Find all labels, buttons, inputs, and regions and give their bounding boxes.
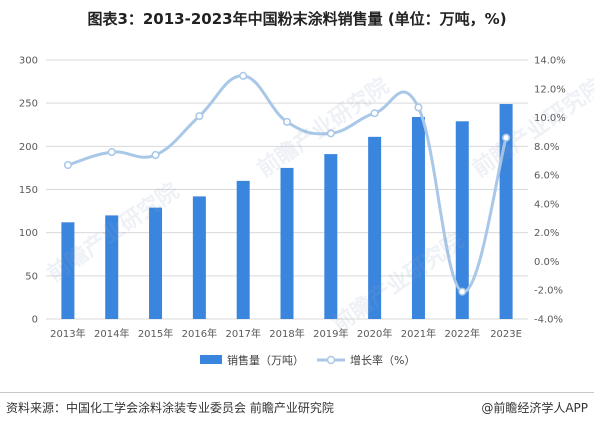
y-right-tick-label: -2.0% [534, 286, 563, 297]
x-tick-label: 2022年 [445, 327, 480, 340]
bar [324, 154, 338, 319]
bar-series [61, 104, 513, 320]
line-point [502, 133, 511, 142]
legend-label-bar: 销售量（万吨） [227, 353, 304, 367]
y-left-tick-labels: 0 50 100 150 200 250 300 [19, 56, 38, 326]
bar [368, 136, 382, 319]
line-point [326, 129, 335, 138]
bar [236, 180, 250, 319]
y-right-tick-label: 12.0% [534, 84, 566, 95]
x-tick-label: 2017年 [225, 327, 260, 340]
bar [455, 121, 469, 320]
credit-note: @前瞻经济学人APP [481, 401, 588, 415]
line-point [107, 148, 116, 157]
line-point [63, 160, 72, 170]
legend-swatch-bar [200, 355, 222, 364]
bar [61, 222, 75, 319]
legend-swatch-marker [326, 355, 336, 365]
y-left-tick-label: 300 [19, 56, 38, 67]
line-point [239, 71, 248, 80]
line-point [282, 117, 292, 126]
line-point [195, 112, 204, 121]
line-point [458, 287, 467, 296]
y-left-tick-label: 100 [19, 228, 38, 239]
bar [280, 167, 294, 319]
x-tick-labels: 2013年 2014年 2015年 2016年 2017年 2018年 2019年 2020年… [50, 327, 522, 340]
y-left-tick-label: 50 [25, 271, 38, 282]
x-tick-label: 2013年 [50, 327, 85, 340]
line-point [151, 150, 160, 160]
x-tick-label: 2018年 [269, 327, 304, 340]
y-right-tick-labels: -4.0% -2.0% 0.0% 2.0% 4.0% 6.0% 8.0% 10.0% 12.0%… [534, 56, 566, 326]
x-tick-label: 2019年 [313, 327, 348, 340]
x-tick-label: 2021年 [401, 327, 436, 340]
y-right-tick-label: 8.0% [534, 142, 559, 153]
footer-divider [0, 392, 594, 393]
legend-label-line: 增长率（%） [350, 353, 415, 367]
x-tick-label: 2020年 [357, 327, 392, 340]
bar [149, 207, 163, 319]
y-right-tick-label: 10.0% [534, 113, 566, 124]
x-tick-label: 2014年 [94, 327, 129, 340]
line-series [63, 71, 511, 296]
chart-title: 图表3：2013-2023年中国粉末涂料销售量 (单位：万吨，%) [87, 10, 507, 28]
y-right-tick-label: 2.0% [534, 228, 559, 239]
y-right-tick-label: 6.0% [534, 171, 559, 182]
y-left-tick-label: 150 [19, 185, 38, 196]
source-note: 资料来源：中国化工学会涂料涂装专业委员会 前瞻产业研究院 [6, 401, 334, 415]
y-left-tick-label: 250 [19, 99, 38, 110]
y-left-tick-label: 200 [19, 142, 38, 153]
combo-chart: 0 50 100 150 200 250 300 -4.0% -2.0% 0.0% 2.0% 4.0… [19, 56, 566, 368]
y-right-tick-label: -4.0% [534, 315, 563, 326]
bar [411, 116, 425, 319]
legend: 销售量（万吨） 增长率（%） [200, 353, 415, 367]
x-tick-label: 2015年 [138, 327, 173, 340]
line-point [370, 109, 379, 118]
bar [105, 215, 119, 319]
bar [192, 196, 206, 319]
y-left-tick-label: 0 [32, 315, 38, 326]
line-point [414, 103, 423, 112]
y-right-tick-label: 4.0% [534, 199, 559, 210]
x-tick-label: 2023E [490, 329, 522, 340]
y-right-tick-label: 0.0% [534, 257, 559, 268]
y-right-tick-label: 14.0% [534, 56, 566, 67]
x-tick-label: 2016年 [182, 327, 217, 340]
